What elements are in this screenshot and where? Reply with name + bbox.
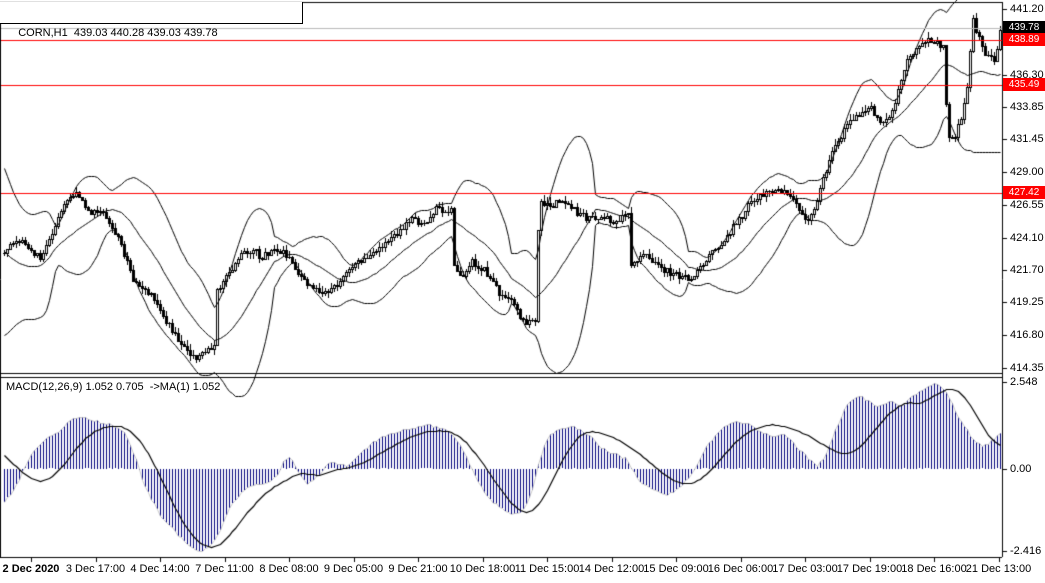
price-axis-label: 433.85 [1010, 101, 1044, 114]
time-axis-label: 14 Dec 12:00 [578, 563, 645, 575]
time-axis-label: 8 Dec 08:00 [259, 563, 319, 575]
price-line-label: 427.42 [1003, 186, 1045, 200]
price-axis-label: 414.35 [1010, 362, 1044, 374]
macd-axis-label: 0.00 [1010, 462, 1032, 475]
price-axis-label: 419.25 [1010, 296, 1044, 309]
price-axis-label: 436.30 [1010, 68, 1044, 81]
time-axis-label: 7 Dec 11:00 [195, 563, 254, 575]
time-axis-label: 17 Dec 03:00 [772, 563, 838, 575]
current-price-label: 439.78 [1003, 20, 1045, 34]
time-axis-label: 18 Dec 16:00 [901, 563, 967, 575]
time-axis-label: 9 Dec 21:00 [388, 563, 448, 575]
macd-axis-label: 2.548 [1010, 376, 1038, 388]
price-axis-label: 431.45 [1010, 133, 1044, 146]
price-line-label: 438.89 [1003, 32, 1045, 46]
time-axis-label: 3 Dec 17:00 [65, 563, 126, 575]
time-axis-label: 10 Dec 18:00 [449, 563, 516, 575]
price-axis-label: 429.00 [1010, 166, 1044, 179]
chart-title: CORN,H1 439.03 440.28 439.03 439.78 [18, 27, 218, 39]
price-axis-label: 416.80 [1010, 329, 1044, 342]
time-axis-label: 4 Dec 14:00 [130, 563, 190, 575]
time-axis-label: 17 Dec 19:00 [836, 563, 903, 575]
macd-axis-label: -2.416 [1010, 545, 1042, 557]
price-axis-label: 441.20 [1010, 3, 1044, 15]
price-axis-label: 426.55 [1010, 198, 1044, 211]
time-axis-label: 16 Dec 06:00 [707, 563, 774, 575]
time-axis-label: 21 Dec 13:00 [965, 563, 1032, 575]
time-axis-label: 15 Dec 09:00 [643, 563, 709, 575]
time-axis-label: 2 Dec 2020 [2, 563, 60, 575]
price-axis-label: 424.10 [1010, 231, 1044, 244]
time-axis-label: 11 Dec 15:00 [514, 563, 580, 575]
price-axis-label: 421.70 [1010, 263, 1044, 276]
macd-indicator-label: MACD(12,26,9) 1.052 0.705 ->MA(1) 1.052 [6, 381, 221, 393]
price-line-label: 435.49 [1003, 78, 1045, 92]
title-box: CORN,H1 439.03 440.28 439.03 439.78 [0, 2, 303, 39]
time-axis-label: 9 Dec 05:00 [323, 563, 384, 575]
